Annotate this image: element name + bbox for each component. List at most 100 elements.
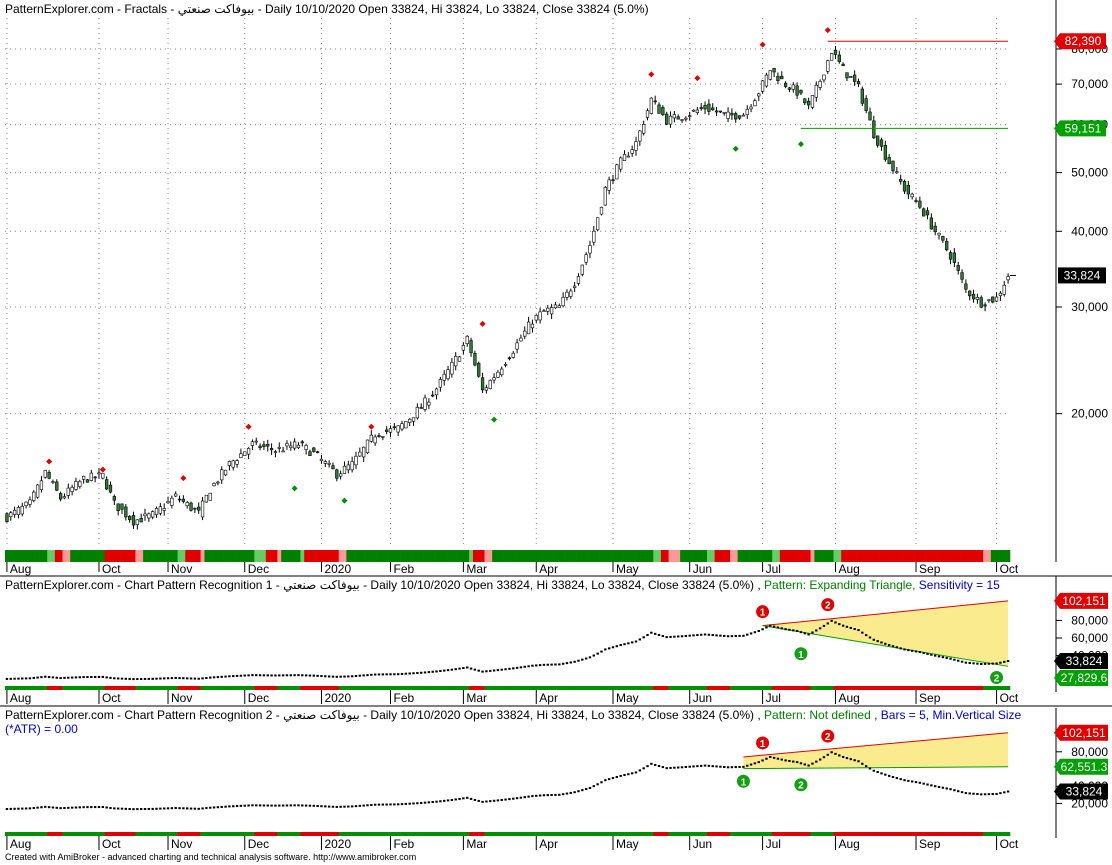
pane3-strip-cell <box>879 832 884 836</box>
pane2-price-point <box>976 662 979 665</box>
pane2-strip-cell <box>20 686 25 690</box>
candle-body <box>381 436 385 438</box>
pane3-strip-cell <box>411 832 416 836</box>
pane3-strip-cell <box>461 832 466 836</box>
pane2-price-point <box>385 673 388 676</box>
status-strip-cell <box>722 550 727 562</box>
pane2-strip-cell <box>983 686 988 690</box>
pane3-price-point <box>700 764 703 767</box>
pane3-price-point <box>412 802 415 805</box>
pane3-strip-cell <box>519 832 524 836</box>
status-strip-cell <box>273 550 278 562</box>
status-strip-cell <box>929 550 934 562</box>
candle-body <box>968 290 972 297</box>
pane2-price-point <box>627 642 630 645</box>
pane2-strip-cell <box>549 686 554 690</box>
pane2-strip-cell <box>480 686 485 690</box>
pane2-strip-cell <box>603 686 608 690</box>
candle-body <box>139 517 143 523</box>
pane3-price-point <box>312 804 315 807</box>
candle-body <box>492 377 496 381</box>
pane1-xtick-label: Oct <box>102 562 121 576</box>
status-strip-cell <box>538 550 543 562</box>
pane3-price-point <box>861 762 864 765</box>
status-strip-cell <box>100 550 106 562</box>
pane2-price-point <box>339 675 342 678</box>
pane2-price-point <box>324 675 327 678</box>
status-strip-cell <box>841 550 846 562</box>
pane3-price-point <box>903 779 906 782</box>
pane2-price-point <box>899 647 902 650</box>
pane2-strip-cell <box>944 686 949 690</box>
candle-body <box>24 501 28 507</box>
status-strip-cell <box>97 550 102 562</box>
pane2-strip-cell <box>334 686 340 690</box>
pane2-strip-cell <box>990 686 995 690</box>
pane3-price-point <box>446 799 450 802</box>
pane2-price-point <box>542 663 546 666</box>
pane3-price-point <box>28 807 32 810</box>
status-strip-cell <box>212 550 217 562</box>
pane3-strip-cell <box>100 832 106 836</box>
pane2-price-point <box>887 644 891 647</box>
pane2-strip-cell <box>97 686 102 690</box>
status-strip-cell <box>369 550 374 562</box>
pane3-price-point <box>857 760 860 763</box>
pane2-price-point <box>565 662 569 665</box>
pane3-price-point <box>232 805 235 808</box>
pane2-strip-cell <box>354 686 359 690</box>
candle-body <box>703 105 707 110</box>
candle-body <box>285 443 289 447</box>
status-strip-cell <box>407 550 412 562</box>
pane2-price-point <box>957 659 960 662</box>
candle-body <box>101 472 105 479</box>
pane3-strip-cell <box>998 832 1003 836</box>
candle-body <box>51 481 55 483</box>
pane2-price-point <box>876 640 879 643</box>
pane3-xtick-label: Aug <box>10 837 31 851</box>
pane2-strip-cell <box>361 686 366 690</box>
pane3-price-point <box>159 807 162 810</box>
pane3-strip-cell <box>626 832 631 836</box>
status-strip-cell <box>891 550 896 562</box>
pane3-price-point <box>174 807 177 810</box>
pane2-strip-cell <box>925 686 930 690</box>
pane2-price-point <box>642 636 645 639</box>
pane3-price-point <box>59 807 62 810</box>
pane2-price-point <box>496 669 500 672</box>
candle-body <box>28 499 32 505</box>
pane3-strip-cell <box>595 832 600 836</box>
candle-body <box>131 515 136 526</box>
pane1-ytick-label: 30,000 <box>1071 300 1108 314</box>
pane2-strip-cell <box>668 686 673 690</box>
pane3-strip-cell <box>499 832 504 836</box>
pane2-price-point <box>972 662 975 665</box>
pane2-price-point <box>742 634 745 637</box>
pane3-strip-cell <box>323 832 328 836</box>
pane2-price-point <box>953 658 956 661</box>
pane2-price-point <box>930 653 933 656</box>
pane3-strip-cell <box>62 832 67 836</box>
pane2-strip-cell <box>902 686 907 690</box>
pane2-strip-cell <box>921 686 926 690</box>
status-strip-cell <box>208 550 213 562</box>
pane3-strip-cell <box>898 832 903 836</box>
pane3-strip-cell <box>388 832 393 836</box>
candle-body <box>1006 276 1010 281</box>
pane2-price-point <box>489 669 492 672</box>
candle-body <box>887 157 891 165</box>
candle-body <box>780 75 784 80</box>
status-strip-cell <box>231 550 236 562</box>
pane3-strip-cell <box>319 832 324 836</box>
pane3-strip-cell <box>534 832 539 836</box>
status-strip-cell <box>883 550 888 562</box>
pane2-strip-cell <box>833 686 838 690</box>
pane2-price-point <box>362 674 365 677</box>
pane2-price-point <box>247 674 250 677</box>
pane2-title-text: PatternExplorer.com - Chart Pattern Reco… <box>5 578 761 592</box>
status-strip-cell <box>85 550 90 562</box>
pane3-price-point <box>304 804 308 807</box>
status-strip-cell <box>434 550 439 562</box>
pane2-strip-cell <box>162 686 167 690</box>
candle-body <box>933 225 937 233</box>
